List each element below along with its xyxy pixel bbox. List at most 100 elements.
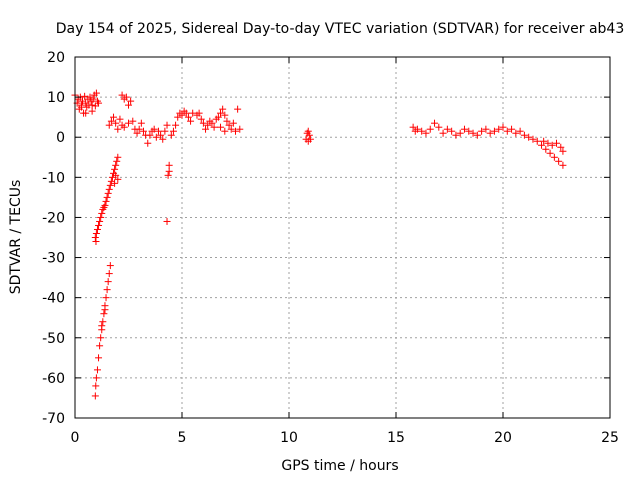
data-point xyxy=(96,217,104,225)
data-point xyxy=(102,197,110,205)
data-point xyxy=(92,229,100,237)
data-point xyxy=(184,113,192,121)
x-tick-label: 5 xyxy=(178,430,187,446)
data-point xyxy=(452,131,460,139)
data-point xyxy=(550,153,558,161)
data-point xyxy=(125,101,132,109)
data-point xyxy=(95,354,103,362)
data-point xyxy=(546,149,554,157)
data-point xyxy=(426,125,434,133)
data-point xyxy=(169,127,177,135)
data-point xyxy=(520,131,528,139)
data-point xyxy=(103,193,111,201)
data-point xyxy=(544,139,552,147)
y-tick-label: 20 xyxy=(47,50,65,66)
data-point xyxy=(101,306,109,314)
data-point xyxy=(163,121,171,129)
data-point xyxy=(120,123,128,131)
data-point xyxy=(167,131,175,139)
data-point xyxy=(146,131,154,139)
data-point xyxy=(174,113,182,121)
data-point xyxy=(122,93,130,101)
data-point xyxy=(225,121,233,129)
data-point xyxy=(161,127,169,135)
data-point xyxy=(221,111,229,119)
data-point xyxy=(553,139,560,147)
data-point xyxy=(133,129,141,137)
data-point xyxy=(208,119,216,127)
data-point xyxy=(114,175,122,183)
data-point xyxy=(88,107,96,115)
data-point xyxy=(443,125,451,133)
data-point xyxy=(106,181,114,189)
data-point xyxy=(105,270,113,278)
data-point xyxy=(465,127,473,135)
data-point xyxy=(95,221,103,229)
data-point xyxy=(525,133,533,141)
data-point xyxy=(93,366,101,374)
x-tick-label: 0 xyxy=(71,430,80,446)
data-point xyxy=(232,127,239,135)
data-point xyxy=(495,125,503,133)
data-point xyxy=(456,129,464,137)
plot-frame xyxy=(74,56,611,419)
data-point xyxy=(100,310,108,318)
data-point xyxy=(118,91,126,99)
data-point xyxy=(107,117,115,125)
y-tick-label: -70 xyxy=(42,411,65,427)
axis-ticks: 0 5 10 15 20 25 20 10 0 -10 -20 -30 -40 -50 -60 -70 xyxy=(42,50,619,446)
data-point xyxy=(217,123,225,131)
data-point xyxy=(409,123,417,131)
data-point xyxy=(202,125,210,133)
data-point xyxy=(95,99,103,107)
y-tick-label: -10 xyxy=(42,170,65,186)
data-point xyxy=(150,125,158,133)
data-point xyxy=(189,109,197,117)
data-point xyxy=(178,111,186,119)
data-point xyxy=(448,127,456,135)
data-point xyxy=(304,127,312,135)
data-point xyxy=(559,161,567,169)
data-point xyxy=(99,318,107,326)
data-point xyxy=(103,286,111,294)
data-point xyxy=(89,95,97,103)
data-point xyxy=(199,119,207,127)
y-axis-label: SDTVAR / TECUs xyxy=(8,180,24,295)
data-point xyxy=(486,129,494,137)
data-point xyxy=(540,137,548,145)
y-tick-label: -50 xyxy=(42,331,65,347)
data-point xyxy=(473,131,481,139)
data-point xyxy=(204,121,212,129)
data-point xyxy=(125,119,132,127)
data-point xyxy=(110,113,118,121)
data-point xyxy=(135,125,143,133)
data-point xyxy=(435,123,443,131)
data-point xyxy=(195,109,203,117)
data-point xyxy=(111,179,119,187)
data-point xyxy=(503,127,511,135)
data-point xyxy=(88,101,96,109)
data-point xyxy=(165,167,173,175)
data-point xyxy=(98,322,106,330)
x-tick-label: 10 xyxy=(280,430,298,446)
data-point xyxy=(112,161,120,169)
data-point xyxy=(113,157,121,165)
data-point xyxy=(116,115,124,123)
data-point xyxy=(163,217,171,225)
data-point xyxy=(172,121,180,129)
data-point xyxy=(187,117,195,125)
data-point xyxy=(91,392,99,400)
data-point xyxy=(137,119,145,127)
data-point xyxy=(93,225,101,233)
data-point xyxy=(112,171,120,179)
data-point xyxy=(97,213,105,221)
data-point xyxy=(101,201,109,209)
data-point xyxy=(234,105,242,113)
data-point xyxy=(422,129,430,137)
data-point xyxy=(104,189,112,197)
data-point xyxy=(229,119,237,127)
data-point xyxy=(538,141,546,149)
data-point xyxy=(102,294,110,302)
